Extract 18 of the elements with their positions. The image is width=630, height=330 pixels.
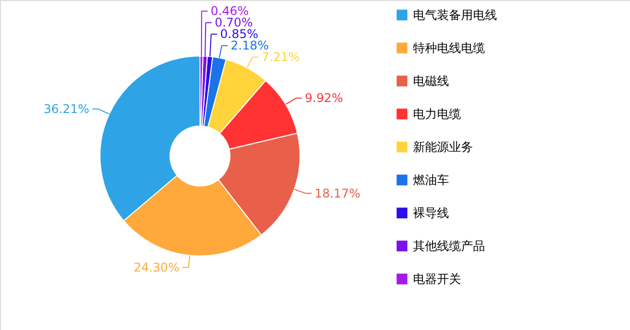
legend-label: 燃油车 [413, 173, 449, 187]
legend-label: 电力电缆 [413, 107, 461, 121]
legend-label: 电磁线 [413, 74, 449, 88]
data-label: 2.18% [230, 38, 269, 53]
data-label: 0.85% [220, 27, 258, 42]
legend-label: 特种电线电缆 [413, 41, 485, 55]
data-label: 36.21% [44, 102, 90, 116]
data-label: 9.92% [304, 91, 344, 106]
data-label: 24.30% [134, 260, 180, 274]
data-label: 7.21% [262, 50, 300, 64]
legend-label: 电器开关 [413, 272, 461, 286]
legend-label: 电气装备用电线 [413, 8, 497, 22]
data-label: 0.46% [210, 4, 249, 18]
legend-label: 裸导线 [413, 206, 449, 220]
data-label: 18.17% [314, 186, 360, 200]
legend-label: 新能源业务 [413, 140, 473, 154]
data-label: 0.70% [214, 16, 253, 30]
legend-label: 其他线缆产品 [413, 239, 485, 253]
